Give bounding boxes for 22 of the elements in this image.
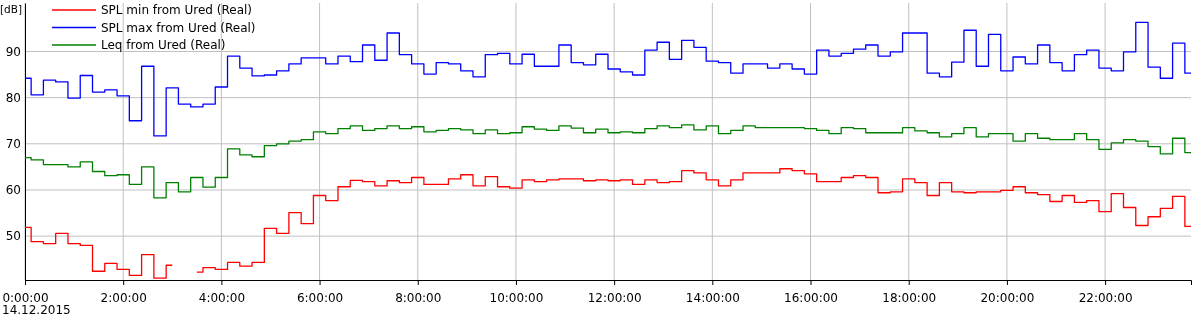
x-tick-label: 22:00:00 xyxy=(1078,291,1133,306)
y-tick-label: 60 xyxy=(5,183,21,198)
x-tick-label: 8:00:00 xyxy=(395,291,442,306)
legend-label: Leq from Ured (Real) xyxy=(101,38,226,52)
x-tick-label: 14:00:00 xyxy=(685,291,740,306)
x-tick-label: 20:00:00 xyxy=(980,291,1035,306)
text: 14.12.2015 xyxy=(2,303,71,317)
x-tick-label: 4:00:00 xyxy=(198,291,246,306)
legend-label: SPL max from Ured (Real) xyxy=(101,20,256,35)
x-tick-label: 12:00:00 xyxy=(587,291,642,306)
x-tick-label: 0:00:00 xyxy=(2,291,49,306)
x-tick-label: 10:00:00 xyxy=(489,291,544,306)
y-axis-title: [dB] xyxy=(0,3,23,15)
y-tick-label: 80 xyxy=(5,90,21,105)
x-tick-label: 16:00:00 xyxy=(784,291,838,306)
x-tick-label: 2:00:00 xyxy=(100,291,147,306)
y-tick-label: 70 xyxy=(5,137,21,152)
y-tick-label: 50 xyxy=(5,229,21,244)
x-tick-label: 18:00:00 xyxy=(882,291,937,306)
legend-label: SPL min from Ured (Real) xyxy=(101,3,253,17)
x-tick-label: 6:00:00 xyxy=(296,291,344,306)
y-tick-label: 90 xyxy=(5,44,21,59)
